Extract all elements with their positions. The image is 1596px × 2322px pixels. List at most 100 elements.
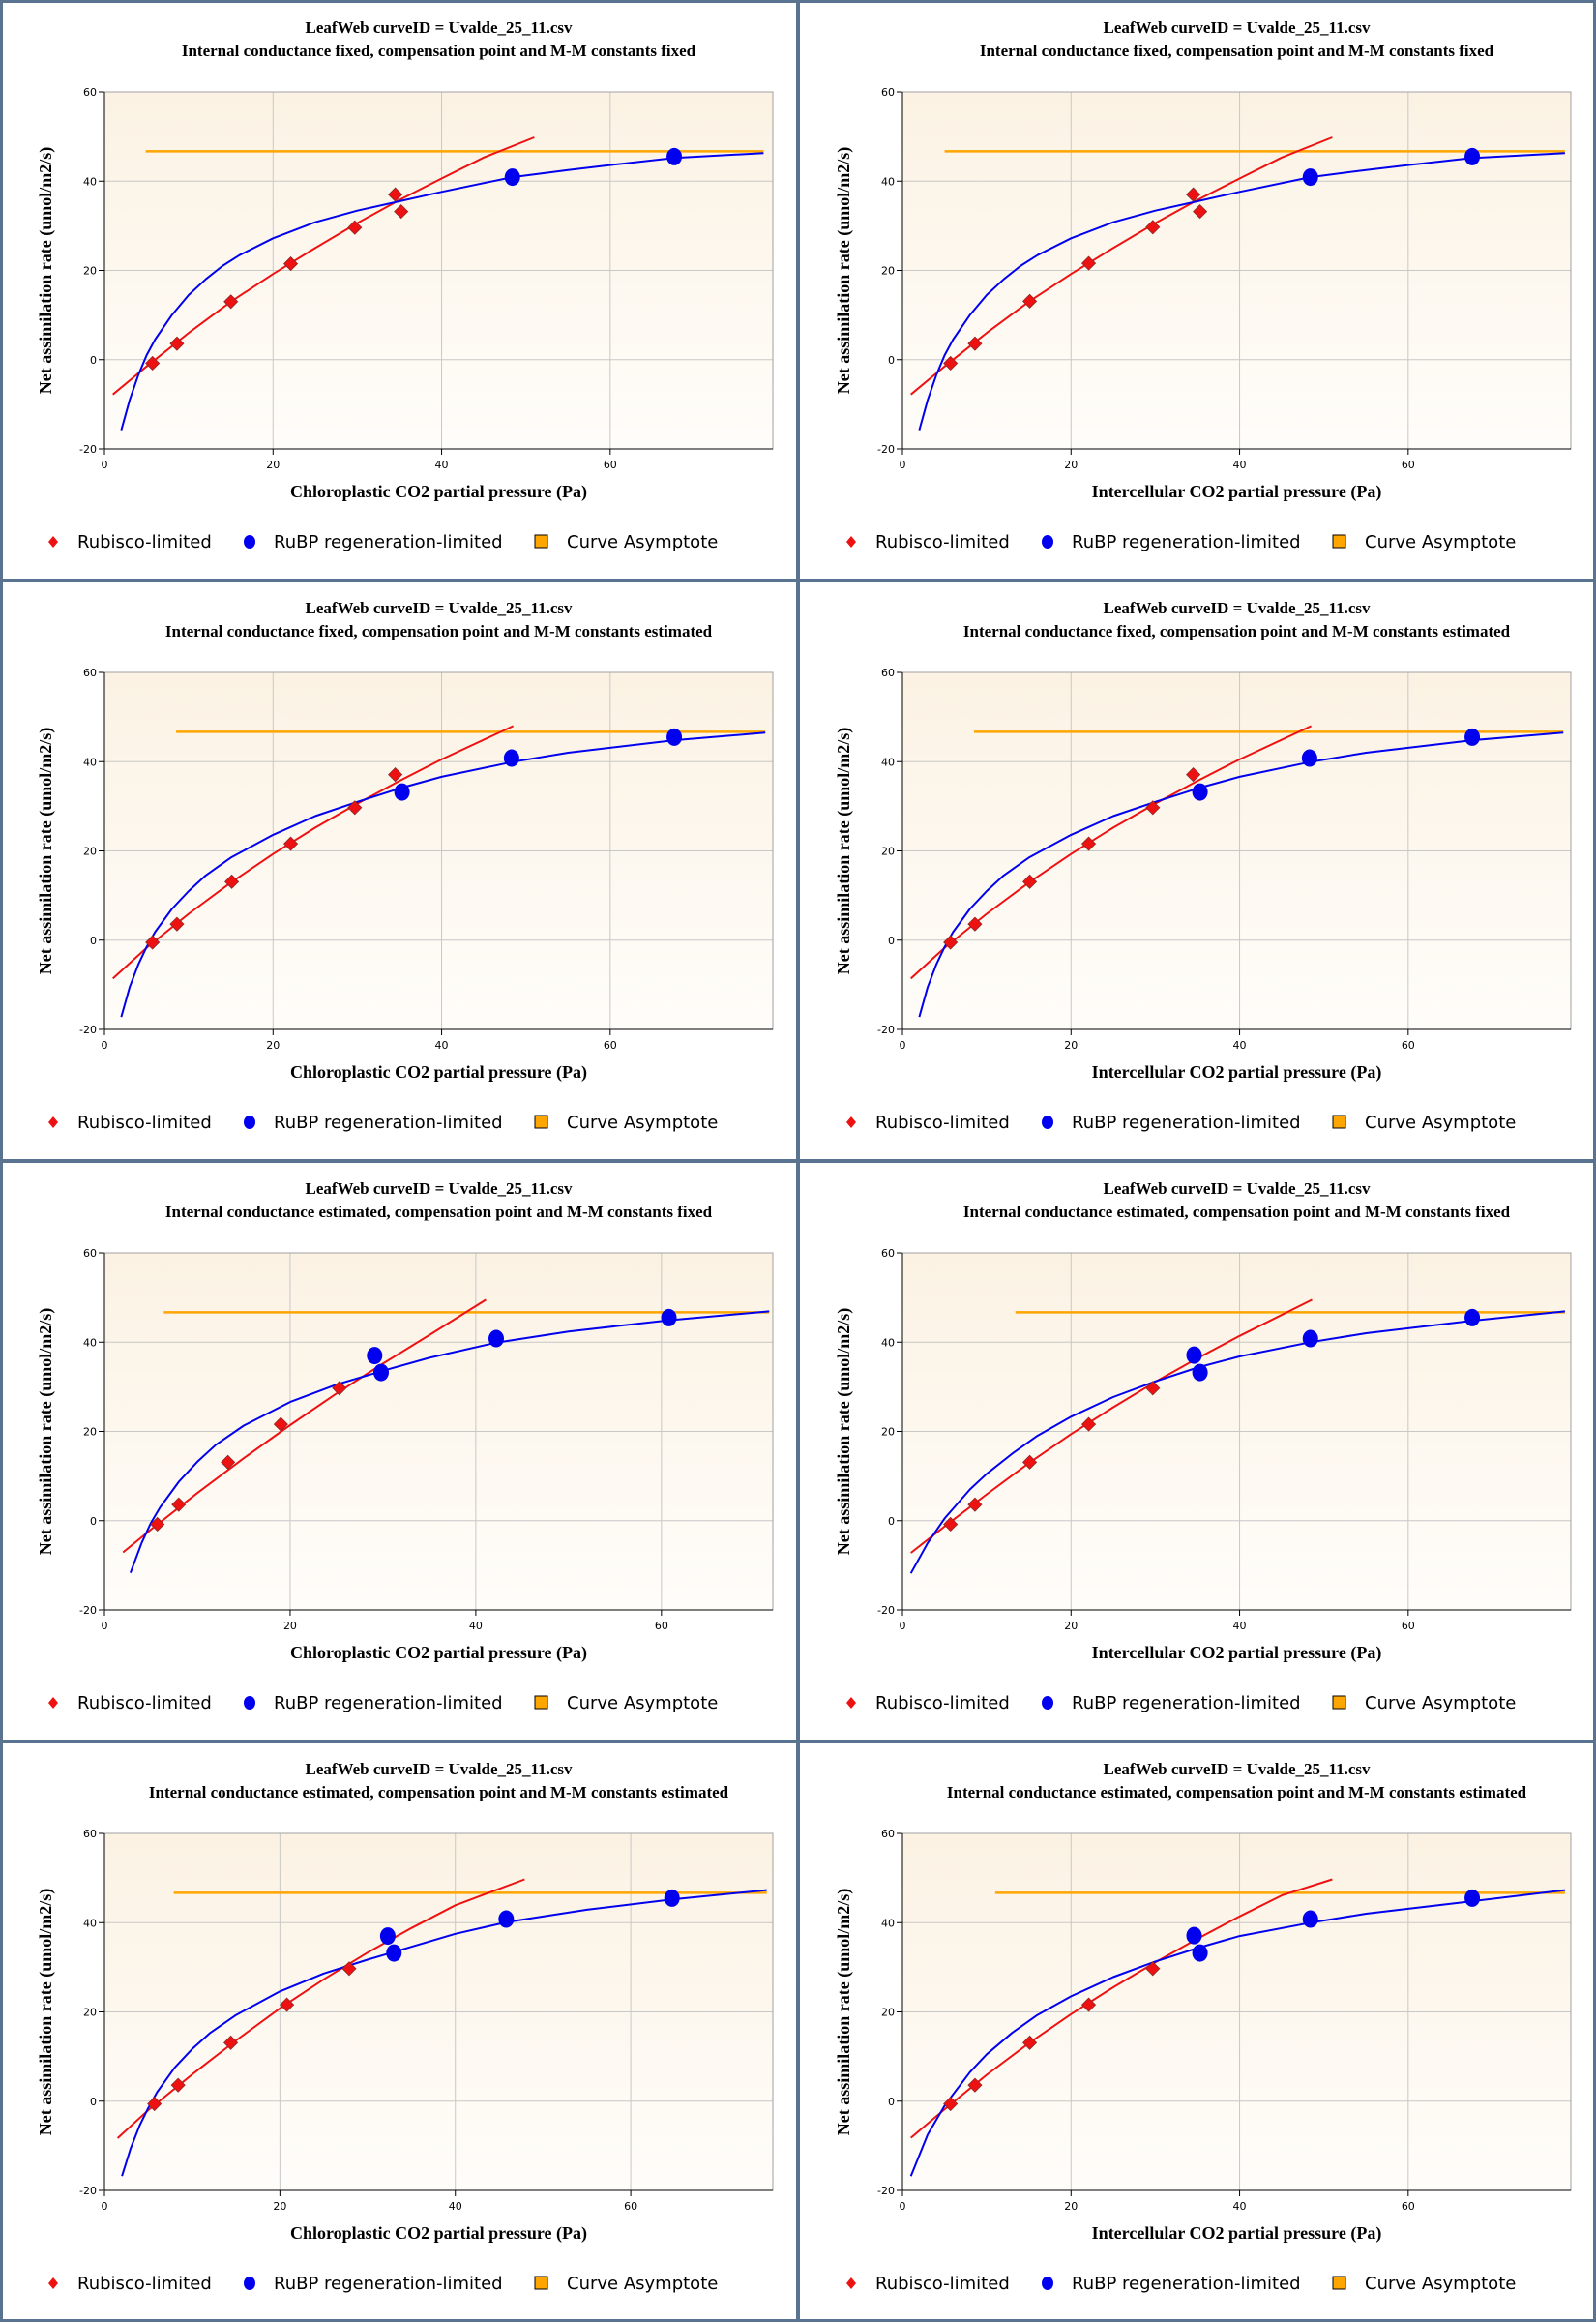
rubisco-data-point — [1145, 220, 1161, 235]
legend-square-icon — [534, 534, 548, 549]
y-tick-label: -20 — [877, 1604, 895, 1617]
legend-item: Curve Asymptote — [534, 532, 718, 552]
y-tick-label: 20 — [881, 2007, 895, 2019]
rubisco-data-point — [170, 2077, 186, 2093]
legend-label: RuBP regeneration-limited — [1072, 1113, 1301, 1133]
y-tick-label: 60 — [881, 1247, 895, 1260]
chart-panel: LeafWeb curveID = Uvalde_25_11.csv Intern… — [798, 580, 1596, 1161]
legend-label: RuBP regeneration-limited — [1072, 1693, 1301, 1713]
legend-circle-icon — [244, 535, 255, 549]
x-axis-label: Intercellular CO2 partial pressure (Pa) — [1092, 482, 1382, 502]
y-tick-label: 0 — [888, 2096, 895, 2108]
y-axis-label: Net assimilation rate (umol/m2/s) — [834, 147, 854, 394]
x-tick-label: 20 — [283, 1620, 297, 1632]
rubisco-data-point — [283, 836, 299, 851]
rubp-fit-line — [121, 1889, 767, 2177]
legend-label: Rubisco-limited — [77, 1693, 212, 1713]
rubisco-data-point — [388, 767, 403, 783]
rubisco-data-point — [223, 2035, 239, 2050]
legend-item: Rubisco-limited — [846, 2274, 1010, 2294]
rubisco-data-point — [1022, 293, 1038, 309]
rubp-data-point — [498, 1910, 515, 1928]
legend-label: RuBP regeneration-limited — [274, 1693, 503, 1713]
legend-diamond-icon — [48, 2277, 58, 2289]
rubisco-data-point — [1022, 874, 1038, 889]
x-tick-label: 20 — [1064, 1620, 1078, 1632]
chart-subtitle: Internal conductance estimated, compensa… — [165, 1203, 713, 1221]
y-tick-label: 60 — [83, 1828, 97, 1840]
plot-series-group — [909, 1298, 1566, 1574]
rubisco-data-point — [1145, 800, 1161, 816]
y-tick-label: -20 — [877, 2185, 895, 2197]
legend-item: Rubisco-limited — [48, 1113, 212, 1133]
x-tick-label: 0 — [900, 459, 906, 471]
rubisco-data-point — [1022, 2035, 1038, 2050]
legend-square-icon — [1332, 1115, 1346, 1129]
rubp-data-point — [488, 1329, 505, 1348]
legend-label: RuBP regeneration-limited — [274, 2274, 503, 2294]
rubisco-data-point — [283, 256, 299, 272]
rubisco-data-point — [169, 916, 185, 932]
chart-title: LeafWeb curveID = Uvalde_25_11.csv — [305, 599, 573, 617]
rubp-data-point — [504, 168, 520, 187]
x-tick-label: 0 — [102, 2200, 108, 2213]
legend-item: Curve Asymptote — [534, 2274, 718, 2294]
rubisco-data-point — [967, 2077, 983, 2093]
legend-label: RuBP regeneration-limited — [1072, 2274, 1301, 2294]
rubp-data-point — [386, 1944, 402, 1962]
rubisco-data-point — [347, 800, 363, 816]
x-tick-label: 0 — [102, 459, 108, 471]
x-tick-label: 60 — [624, 2200, 637, 2213]
rubisco-data-point — [347, 220, 363, 235]
chart-panel: LeafWeb curveID = Uvalde_25_11.csv Intern… — [798, 1742, 1596, 2322]
y-tick-label: 40 — [83, 175, 97, 188]
legend-diamond-icon — [48, 536, 58, 548]
x-axis-label: Intercellular CO2 partial pressure (Pa) — [1092, 1643, 1382, 1663]
plot-series-group — [116, 1878, 767, 2177]
rubisco-data-point — [150, 1516, 165, 1533]
rubisco-data-point — [967, 336, 983, 351]
rubp-data-point — [1302, 168, 1318, 187]
y-tick-label: 0 — [90, 1515, 97, 1528]
rubisco-data-point — [1186, 767, 1201, 783]
legend-label: Rubisco-limited — [875, 2274, 1010, 2294]
x-tick-label: 20 — [266, 459, 280, 471]
rubp-fit-line — [120, 731, 766, 1018]
legend-diamond-icon — [846, 2277, 856, 2289]
legend-circle-icon — [1042, 535, 1053, 549]
chart-panel: LeafWeb curveID = Uvalde_25_11.csv Intern… — [798, 1161, 1596, 1742]
legend-item: RuBP regeneration-limited — [244, 1113, 503, 1133]
y-axis-label: Net assimilation rate (umol/m2/s) — [36, 728, 56, 974]
plot-series-group — [122, 1298, 770, 1574]
rubisco-data-point — [1081, 1997, 1097, 2012]
y-tick-label: 20 — [83, 1426, 97, 1439]
chart-svg: LeafWeb curveID = Uvalde_25_11.csv Intern… — [834, 1760, 1572, 2294]
legend-label: Rubisco-limited — [875, 1693, 1010, 1713]
x-tick-label: 60 — [604, 459, 617, 471]
y-tick-label: 60 — [83, 1247, 97, 1260]
rubisco-data-point — [280, 1997, 295, 2012]
legend-item: Rubisco-limited — [48, 1693, 212, 1713]
x-tick-label: 60 — [1402, 2200, 1415, 2213]
chart-title: LeafWeb curveID = Uvalde_25_11.csv — [1103, 599, 1371, 617]
legend-item: Rubisco-limited — [48, 532, 212, 552]
rubp-fit-line — [918, 731, 1564, 1018]
legend-square-icon — [1332, 534, 1346, 549]
rubp-data-point — [379, 1927, 396, 1946]
x-tick-label: 0 — [102, 1039, 108, 1052]
rubisco-data-point — [1022, 1454, 1038, 1470]
legend-item: RuBP regeneration-limited — [1042, 532, 1301, 552]
rubisco-data-point — [1186, 187, 1201, 202]
rubisco-data-point — [273, 1416, 288, 1432]
legend-item: RuBP regeneration-limited — [244, 2274, 503, 2294]
legend-item: Rubisco-limited — [846, 1693, 1010, 1713]
x-tick-label: 0 — [900, 1039, 906, 1052]
chart-title: LeafWeb curveID = Uvalde_25_11.csv — [305, 1760, 573, 1778]
rubp-data-point — [1302, 1910, 1318, 1928]
rubisco-data-point — [1145, 1381, 1161, 1396]
y-tick-label: 20 — [83, 846, 97, 858]
legend-item: Curve Asymptote — [1332, 1113, 1516, 1133]
rubp-data-point — [1464, 147, 1481, 165]
y-axis-label: Net assimilation rate (umol/m2/s) — [36, 1889, 56, 2135]
y-tick-label: -20 — [877, 443, 895, 456]
